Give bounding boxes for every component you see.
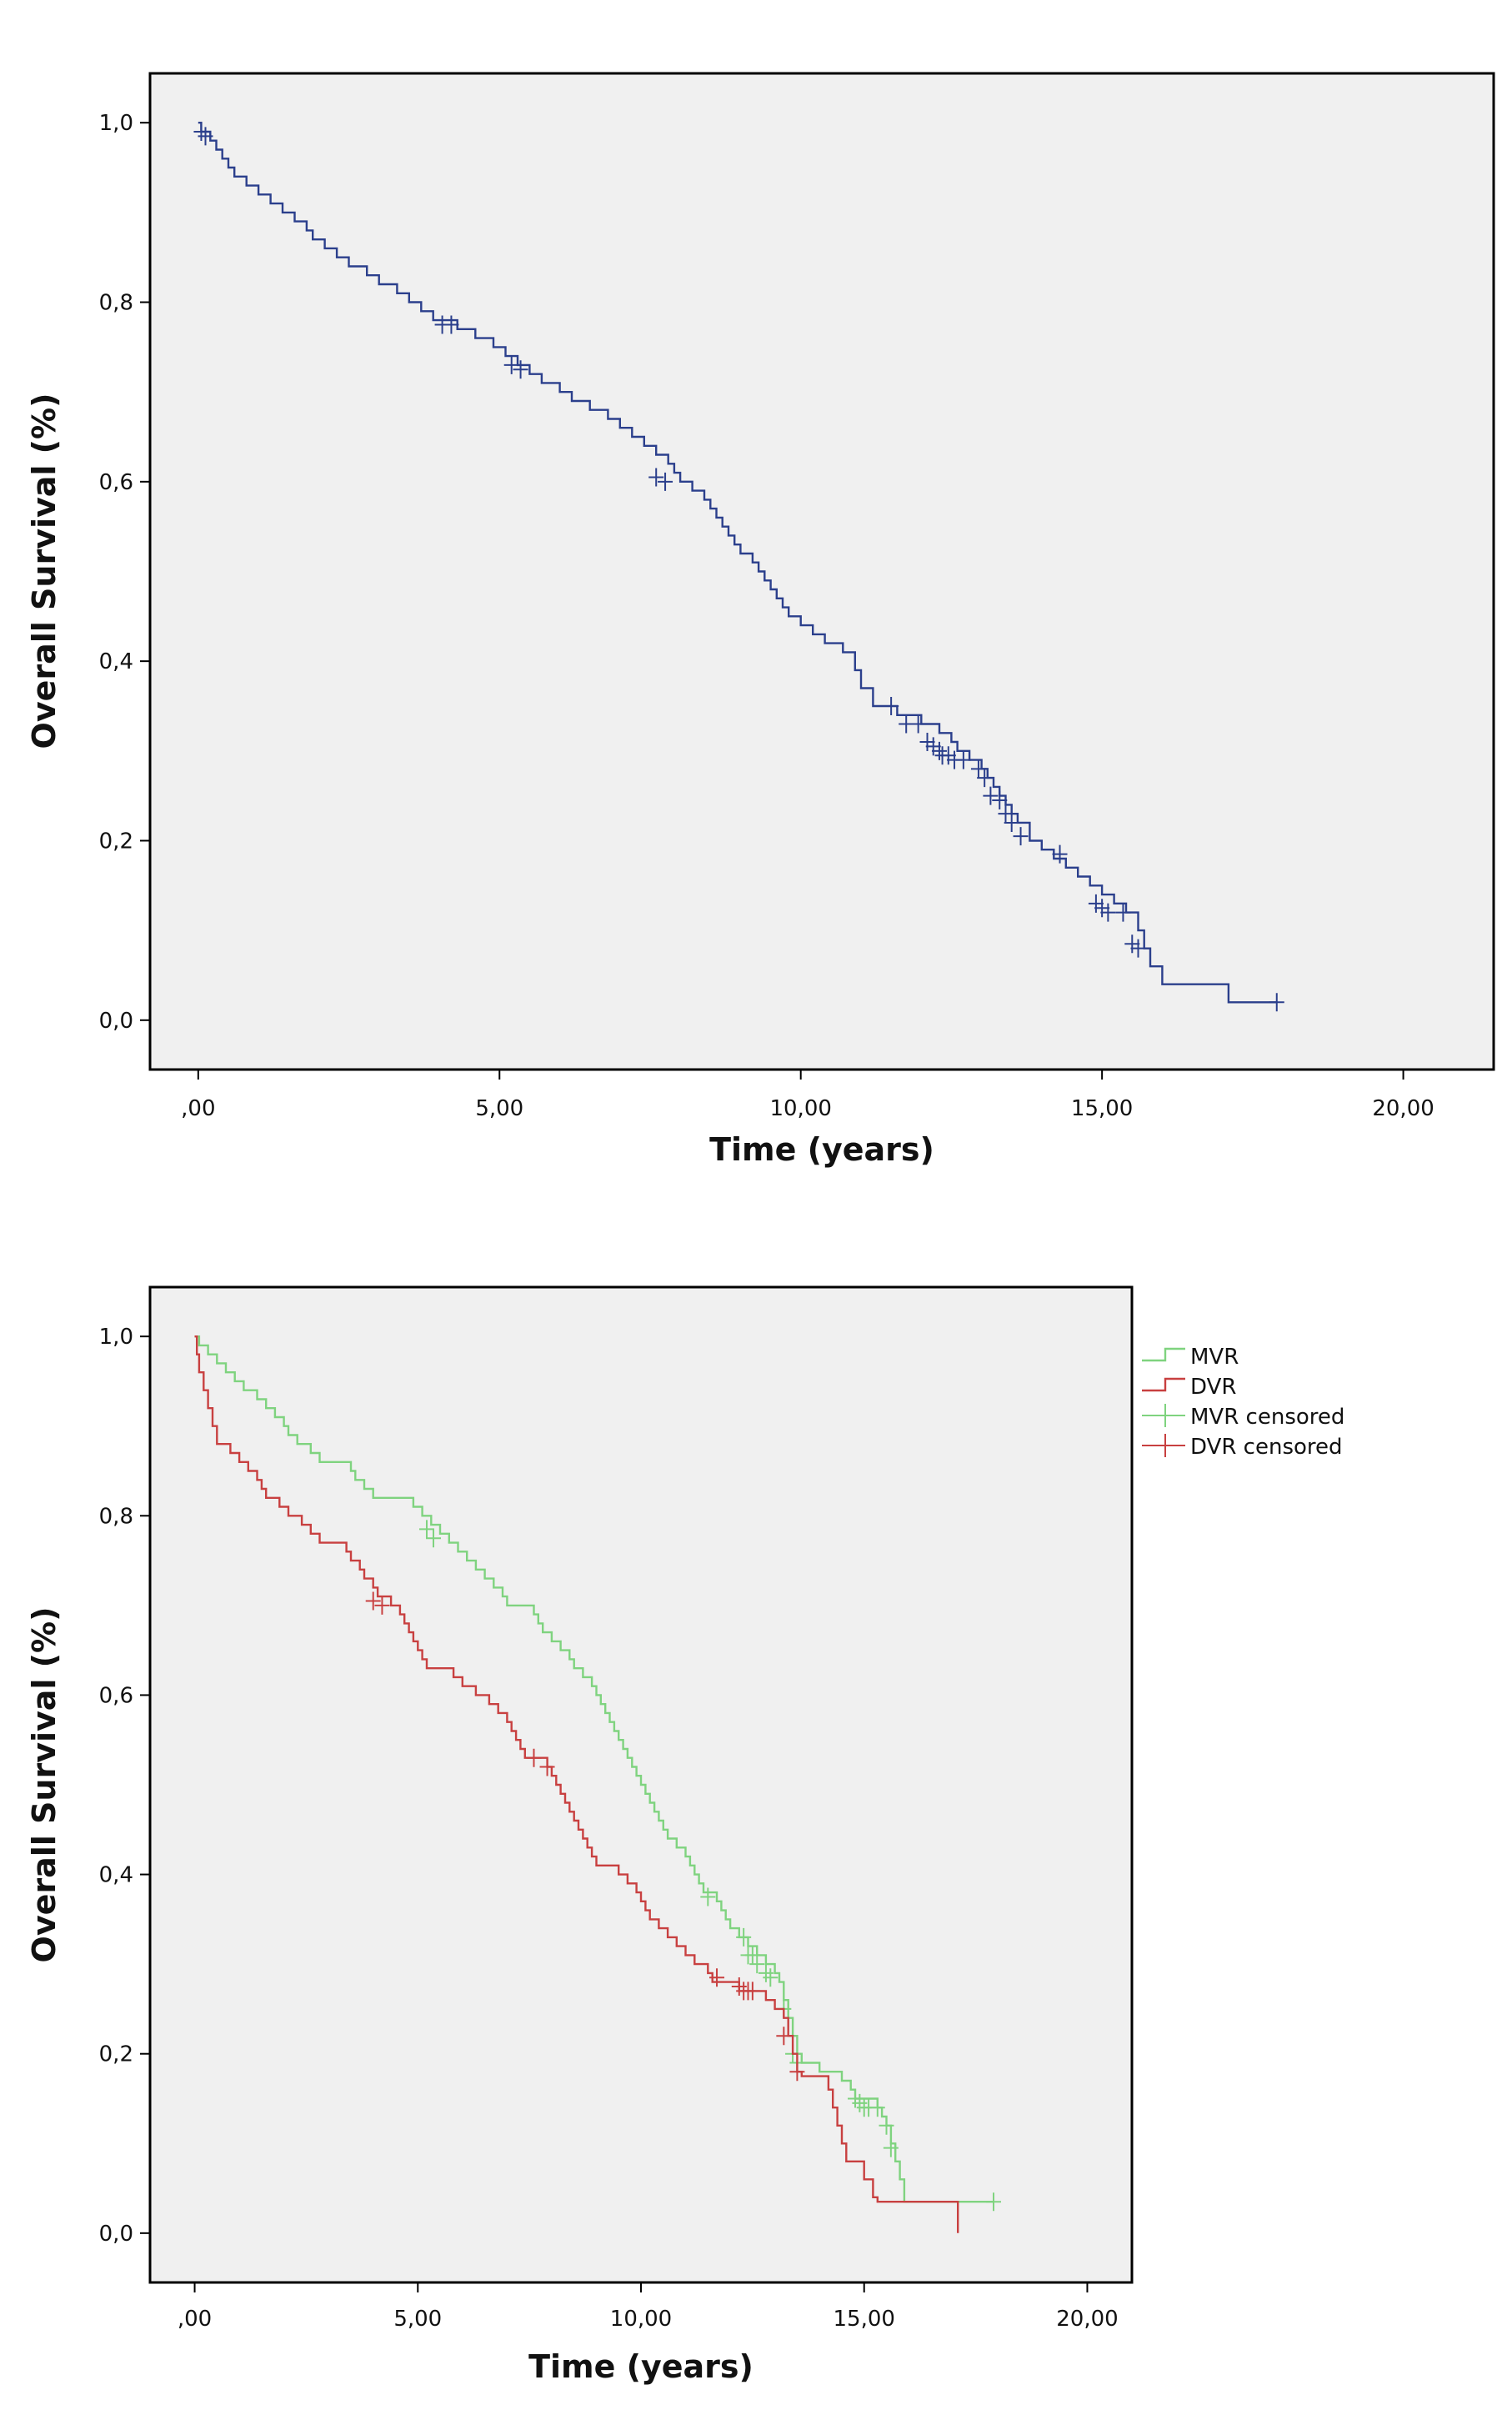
censor-mark-mvr bbox=[700, 1887, 716, 1906]
x-axis-title: Time (years) bbox=[709, 1131, 934, 1168]
x-tick-label: ,00 bbox=[178, 2307, 212, 2332]
legend-label: DVR censored bbox=[1190, 1435, 1343, 1460]
censor-mark-dvr bbox=[374, 1596, 390, 1615]
chart-survival-by-group: 0,0 0,2 0,4 0,6 0,8 1,0 ,00 5,00 10,00 15,00 20,00… bbox=[26, 1285, 1344, 2385]
censor-mark bbox=[925, 737, 941, 756]
censor-mark-mvr bbox=[426, 1529, 442, 1548]
censor-mark-mvr bbox=[763, 1968, 779, 1987]
chart-overall-survival: 0,0 0,2 0,4 0,6 0,8 1,0 ,00 5,00 10,00 15,00 20,00… bbox=[26, 72, 1495, 1168]
plot-area bbox=[148, 72, 1495, 1071]
censor-mark bbox=[1094, 899, 1110, 918]
y-tick-label: 0,8 bbox=[99, 1504, 133, 1529]
censor-mark bbox=[931, 741, 947, 760]
censor-mark bbox=[1124, 934, 1140, 954]
legend-label: DVR bbox=[1190, 1375, 1236, 1400]
y-axis-title: Overall Survival (%) bbox=[26, 393, 63, 749]
x-tick-label: 10,00 bbox=[610, 2307, 672, 2332]
censor-mark bbox=[503, 355, 519, 374]
x-tick-label: 20,00 bbox=[1056, 2307, 1118, 2332]
x-tick-label: ,00 bbox=[181, 1096, 215, 1121]
censor-mark bbox=[1088, 894, 1104, 913]
censor-mark bbox=[992, 791, 1008, 810]
y-tick-label: 0,0 bbox=[99, 1009, 133, 1034]
censor-mark bbox=[1004, 813, 1019, 832]
censor-mark-dvr bbox=[539, 1757, 555, 1776]
y-tick-label: 0,6 bbox=[99, 1683, 133, 1708]
censor-mark-mvr bbox=[879, 2116, 894, 2135]
censor-mark bbox=[648, 468, 664, 487]
censor-mark-dvr bbox=[526, 1748, 542, 1767]
censor-mark bbox=[919, 733, 935, 752]
y-tick-label: 0,0 bbox=[99, 2222, 133, 2247]
censor-mark bbox=[1052, 844, 1068, 864]
censor-mark bbox=[910, 714, 926, 734]
censor-mark-dvr bbox=[776, 2027, 792, 2046]
censor-mark bbox=[940, 746, 956, 765]
y-tick-label: 0,8 bbox=[99, 291, 133, 316]
y-tick-label: 0,4 bbox=[99, 1863, 133, 1888]
censor-mark-mvr bbox=[749, 1955, 765, 1974]
censor-mark bbox=[983, 786, 999, 805]
censor-mark-dvr bbox=[365, 1591, 381, 1611]
censor-mark-mvr bbox=[736, 1927, 752, 1947]
censor-mark bbox=[1269, 993, 1284, 1012]
x-tick-label: 5,00 bbox=[475, 1096, 523, 1121]
censor-mark bbox=[884, 696, 899, 715]
censor-mark bbox=[658, 472, 673, 491]
y-tick-label: 0,2 bbox=[99, 2042, 133, 2067]
censor-mark bbox=[1013, 827, 1029, 846]
y-tick-label: 1,0 bbox=[99, 1325, 133, 1350]
legend-swatch bbox=[1142, 1347, 1185, 1362]
censor-mark bbox=[513, 360, 528, 379]
censor-mark bbox=[977, 769, 993, 788]
censor-mark-mvr bbox=[883, 2138, 899, 2157]
y-tick-label: 1,0 bbox=[99, 111, 133, 136]
y-tick-label: 0,6 bbox=[99, 470, 133, 495]
censor-mark bbox=[970, 759, 986, 779]
censor-mark bbox=[955, 750, 971, 769]
x-tick-label: 15,00 bbox=[1071, 1096, 1133, 1121]
x-tick-label: 10,00 bbox=[769, 1096, 831, 1121]
x-axis-title: Time (years) bbox=[528, 2348, 753, 2385]
survival-curve-mvr bbox=[194, 1335, 994, 2203]
y-tick-label: 0,2 bbox=[99, 829, 133, 854]
censor-mark-dvr bbox=[744, 1982, 760, 2001]
censor-mark-mvr bbox=[986, 2192, 1002, 2212]
censor-mark bbox=[1115, 903, 1131, 922]
censor-mark-mvr bbox=[869, 2098, 885, 2117]
x-tick-label: 15,00 bbox=[834, 2307, 895, 2332]
survival-curve bbox=[198, 122, 1277, 1004]
y-tick-label: 0,4 bbox=[99, 649, 133, 674]
censor-mark-dvr bbox=[789, 2062, 805, 2082]
censor-mark bbox=[198, 127, 213, 146]
censor-mark bbox=[998, 804, 1014, 824]
legend-swatch bbox=[1142, 1377, 1185, 1392]
censor-mark-dvr bbox=[709, 1968, 725, 1987]
censor-mark bbox=[1100, 903, 1116, 922]
x-tick-label: 20,00 bbox=[1372, 1096, 1434, 1121]
y-axis-title: Overall Survival (%) bbox=[26, 1607, 63, 1963]
legend-censor-swatch bbox=[1142, 1404, 1185, 1427]
x-tick-label: 5,00 bbox=[393, 2307, 442, 2332]
legend-label: MVR bbox=[1190, 1345, 1239, 1370]
censor-mark bbox=[443, 315, 459, 334]
legend-censor-swatch bbox=[1142, 1434, 1185, 1457]
censor-mark-mvr bbox=[418, 1520, 434, 1539]
censor-mark bbox=[1130, 939, 1146, 958]
legend-label: MVR censored bbox=[1190, 1405, 1344, 1430]
